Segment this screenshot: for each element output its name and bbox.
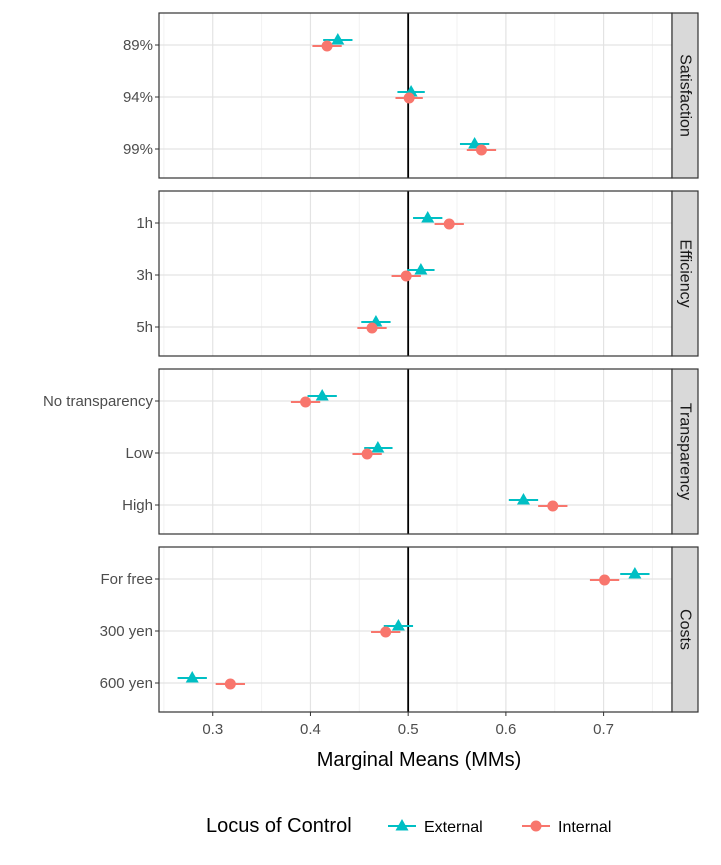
y-tick-label-5h: 5h [136,319,153,336]
panel-background [159,369,672,534]
facet-strip [671,190,699,357]
legend-entry-external: External [388,819,483,836]
point-internal-for-free [599,574,611,586]
point-internal-600-yen [224,678,236,690]
facet-strip [671,12,699,179]
facet-label-costs: Costs [677,609,694,650]
facet-strip [671,546,699,713]
point-internal-300-yen [380,626,392,638]
point-internal-99 [475,144,487,156]
point-internal-no-transparency [300,396,312,408]
legend-key-external-triangle [395,819,409,831]
legend: Locus of Control External Internal [206,815,611,837]
facet-panels: 89% 94% 99% Satisfaction 1h 3h 5h Efficiency No … [43,12,699,713]
y-tick-label-3h: 3h [136,267,153,284]
point-external-600-yen [185,671,199,683]
point-internal-3h [400,270,412,282]
point-external-low [371,441,385,453]
y-tick-label-high: High [122,497,153,514]
point-internal-1h [443,218,455,230]
point-external-for-free [628,567,642,579]
point-external-300-yen [391,619,405,631]
facet-efficiency: 1h 3h 5h Efficiency [136,190,699,357]
x-tick-label-0.3: 0.3 [202,721,223,738]
y-tick-label-for-free: For free [100,571,153,588]
facet-costs: For free 300 yen 600 yen Costs [100,546,699,713]
facet-transparency: No transparency Low High Transparency [43,368,699,535]
panel-background [159,547,672,712]
facet-label-satisfaction: Satisfaction [677,54,694,137]
point-external-1h [421,211,435,223]
y-tick-label-600-yen: 600 yen [100,675,153,692]
legend-title: Locus of Control [206,815,352,837]
facet-label-efficiency: Efficiency [677,239,694,307]
y-tick-label-no-transparency: No transparency [43,393,154,410]
y-tick-label-89: 89% [123,37,153,54]
facet-strip [671,368,699,535]
y-tick-label-1h: 1h [136,215,153,232]
point-internal-5h [366,322,378,334]
y-tick-label-300-yen: 300 yen [100,623,153,640]
legend-entry-internal: Internal [522,819,611,836]
point-external-high [516,493,530,505]
x-tick-label-0.4: 0.4 [300,721,321,738]
point-internal-94 [403,92,415,104]
point-internal-89 [321,40,333,52]
x-axis: 0.3 0.4 0.5 0.6 0.7 [202,712,614,738]
point-external-89 [331,33,345,45]
y-tick-label-99: 99% [123,141,153,158]
x-tick-label-0.6: 0.6 [495,721,516,738]
legend-label-external: External [424,819,483,836]
x-axis-title: Marginal Means (MMs) [317,749,521,771]
legend-entries: External Internal [388,819,611,836]
facet-satisfaction: 89% 94% 99% Satisfaction [123,12,699,179]
point-internal-high [547,500,559,512]
point-external-no-transparency [315,389,329,401]
facet-label-transparency: Transparency [677,403,694,500]
y-tick-label-low: Low [125,445,153,462]
point-external-99 [468,137,482,149]
x-tick-label-0.5: 0.5 [398,721,419,738]
point-external-3h [414,263,428,275]
point-internal-low [361,448,373,460]
y-tick-label-94: 94% [123,89,153,106]
legend-key-internal-circle [530,820,542,832]
x-tick-label-0.7: 0.7 [593,721,614,738]
legend-label-internal: Internal [558,819,611,836]
